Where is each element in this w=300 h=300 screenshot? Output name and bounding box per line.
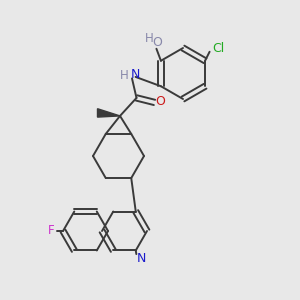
Text: H: H: [120, 69, 129, 82]
Text: O: O: [152, 36, 162, 49]
Text: O: O: [156, 95, 165, 108]
Text: Cl: Cl: [212, 42, 224, 55]
Polygon shape: [98, 109, 120, 117]
Text: H: H: [145, 32, 153, 45]
Text: N: N: [131, 68, 140, 81]
Text: N: N: [137, 252, 146, 265]
Text: F: F: [48, 224, 55, 238]
